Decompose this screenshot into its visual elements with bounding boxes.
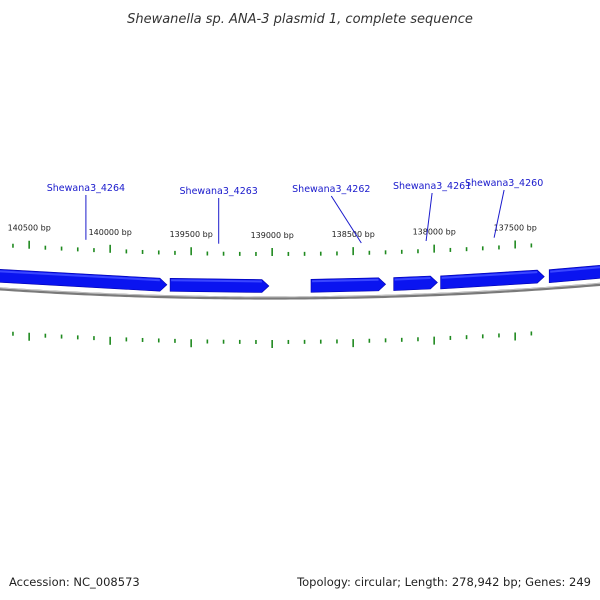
scale-label: 138500 bp (332, 230, 375, 239)
gene-arrow-highlight (0, 270, 160, 282)
scale-label: 140500 bp (8, 224, 51, 233)
gene-label: Shewana3_4264 (47, 183, 125, 194)
gene-leader-line (330, 195, 362, 244)
sequence-backbone (0, 282, 600, 300)
gene-arrow (0, 269, 168, 292)
gene-leader-line (425, 192, 433, 242)
scale-label: 138000 bp (413, 228, 456, 237)
gene-arrow-highlight (550, 266, 600, 273)
inner-scale-ticks (12, 331, 533, 348)
gene-track (0, 264, 600, 293)
gene-leader-line (493, 189, 505, 238)
gene-label: Shewana3_4261 (393, 181, 471, 192)
summary-label: Topology: circular; Length: 278,942 bp; … (296, 575, 591, 589)
gene-arrow-highlight (394, 277, 431, 281)
map-title: Shewanella sp. ANA-3 plasmid 1, complete… (127, 12, 473, 27)
gene-label: Shewana3_4262 (292, 184, 370, 195)
scale-label: 139000 bp (251, 231, 294, 240)
scale-labels: 140500 bp 140000 bp 139500 bp 139000 bp 1385… (8, 224, 537, 241)
gene-arrow-highlight (171, 279, 262, 283)
gene-arrow-highlight (441, 271, 538, 279)
accession-label: Accession: NC_008573 (9, 575, 140, 589)
gene-label: Shewana3_4260 (465, 178, 543, 189)
scale-label: 140000 bp (89, 228, 132, 237)
scale-label: 137500 bp (494, 224, 537, 233)
gene-label: Shewana3_4263 (180, 186, 258, 197)
gene-labels: Shewana3_4264 Shewana3_4263 Shewana3_4262 S… (47, 178, 543, 244)
outer-scale-ticks (12, 240, 533, 256)
gene-arrow (440, 269, 545, 290)
gene-arrow-highlight (312, 278, 379, 283)
backbone-highlight (0, 282, 600, 298)
gene-arrow (548, 264, 600, 284)
scale-label: 139500 bp (170, 230, 213, 239)
backbone-line (0, 282, 600, 300)
